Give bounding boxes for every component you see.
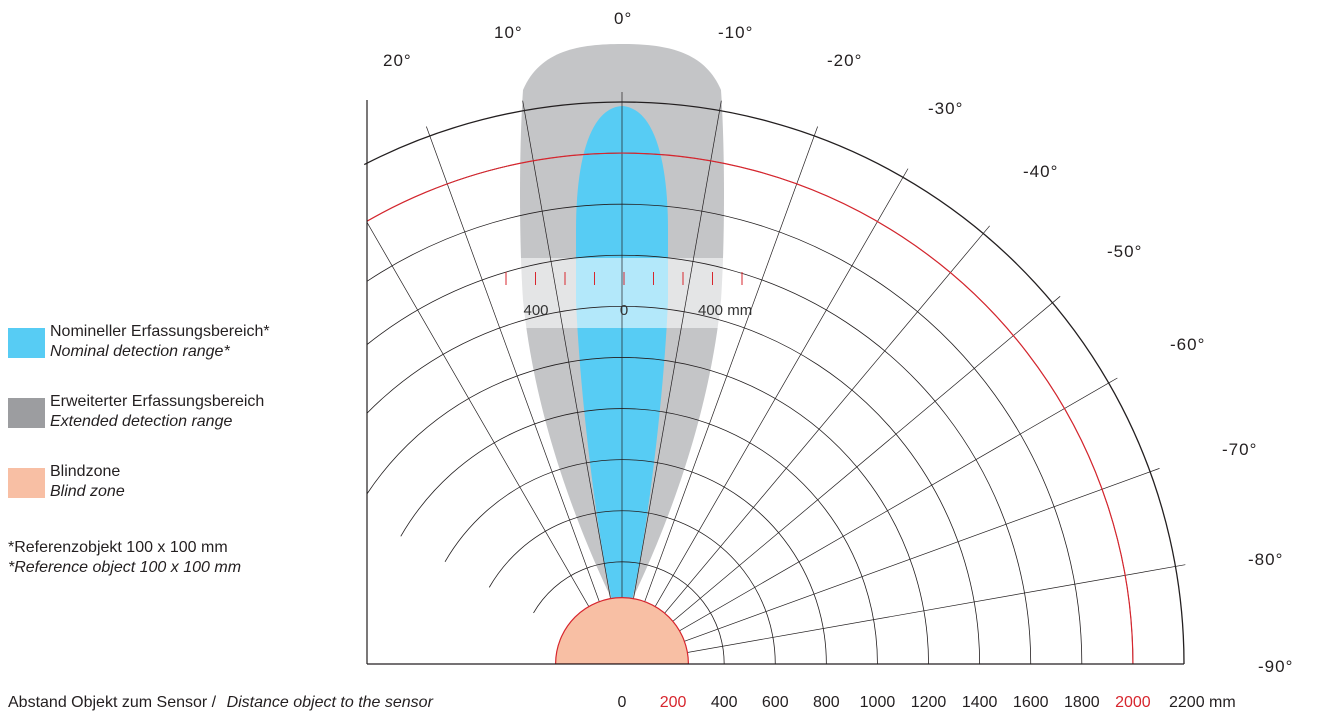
legend-label-blind: Blindzone Blind zone [50,462,125,502]
angle-label: -70° [1222,440,1257,459]
legend-label-nominal-en: Nominal detection range* [50,343,230,360]
radial-line [621,296,1061,664]
distance-arc [367,254,1032,664]
angle-label: -10° [718,23,753,42]
legend-label-extended: Erweiterter Erfassungsbereich Extended d… [50,392,264,432]
distance-arc [367,203,1083,664]
distance-axis-labels: 0 200 400 600 800 1000 1200 1400 1600 1800 2000 220… [618,694,1236,711]
angle-label: 20° [383,51,412,70]
legend-label-blind-de: Blindzone [50,463,121,480]
legend-label-blind-en: Blind zone [50,483,125,500]
plot-frame [363,100,1185,665]
radial-line [621,168,909,664]
lateral-scale-label-right: 400 mm [698,302,752,319]
distance-tick-label: 2200 mm [1169,694,1236,711]
distance-arc [367,357,929,664]
distance-tick-label: 1000 [860,694,896,711]
distance-arc [400,408,878,664]
blind-zone-shape [554,597,690,664]
distance-arc [533,561,725,664]
legend-label-nominal-de: Nomineller Erfassungsbereich* [50,323,270,340]
distance-tick-label: 2000 [1115,694,1151,711]
distance-tick-label: 800 [813,694,840,711]
legend: Nomineller Erfassungsbereich* Nominal de… [8,322,348,532]
angle-label: -80° [1248,550,1283,569]
legend-swatch-nominal [8,328,45,358]
angle-label: 0° [614,9,632,28]
reference-object-note-de: *Referenzobjekt 100 x 100 mm [8,539,228,556]
distance-axis-caption: Abstand Objekt zum Sensor / Distance obj… [8,694,434,711]
distance-axis-caption-de: Abstand Objekt zum Sensor / [8,694,217,711]
legend-label-nominal: Nomineller Erfassungsbereich* Nominal de… [50,322,270,362]
legend-swatch-blind [8,468,45,498]
radial-line [621,564,1186,664]
angle-label: -30° [928,99,963,118]
lateral-scale-ticks [505,272,743,285]
radial-line [367,221,623,664]
lateral-scale-label-center: 0 [620,302,628,319]
radial-line [522,100,623,664]
legend-item-extended: Erweiterter Erfassungsbereich Extended d… [8,392,348,442]
angle-label: -40° [1023,162,1058,181]
distance-axis-caption-en: Distance object to the sensor [227,694,434,711]
distance-tick-label: 0 [618,694,627,711]
outer-arc [363,101,1185,665]
distance-tick-label: 400 [711,694,738,711]
legend-label-extended-de: Erweiterter Erfassungsbereich [50,393,265,410]
distance-arc [367,305,981,664]
radial-line [621,225,990,664]
legend-label-extended-en: Extended detection range [50,413,233,430]
radial-line [621,377,1118,664]
distance-tick-label: 1600 [1013,694,1049,711]
max-range-arc [367,152,1134,664]
polar-grid [367,92,1186,664]
angle-label: 10° [494,23,523,42]
radial-line [426,126,623,664]
radial-line [621,468,1160,664]
reference-object-note-en: *Reference object 100 x 100 mm [8,559,242,576]
red-range-arc [367,152,1134,664]
legend-swatch-extended [8,398,45,428]
distance-arc [444,459,827,664]
angle-label: -20° [827,51,862,70]
angle-labels: 20° 10° 0° -10° -20° -30° -40° -50° -60° -70° -80°… [383,9,1293,676]
distance-tick-label: 1200 [911,694,947,711]
blind-zone [554,597,690,664]
distance-tick-label: 1400 [962,694,998,711]
distance-arc [488,510,776,664]
lateral-scale-label-left: 400 [523,302,548,319]
reference-object-note: *Referenzobjekt 100 x 100 mm *Reference … [8,538,241,578]
angle-label: -90° [1258,657,1293,676]
plot-area [367,44,1186,664]
legend-item-nominal: Nomineller Erfassungsbereich* Nominal de… [8,322,348,372]
radial-line [621,126,818,664]
distance-tick-label: 200 [660,694,687,711]
legend-item-blind: Blindzone Blind zone [8,462,348,512]
radial-line [621,100,722,664]
angle-label: -50° [1107,242,1142,261]
angle-label: -60° [1170,335,1205,354]
distance-tick-label: 600 [762,694,789,711]
distance-tick-label: 1800 [1064,694,1100,711]
